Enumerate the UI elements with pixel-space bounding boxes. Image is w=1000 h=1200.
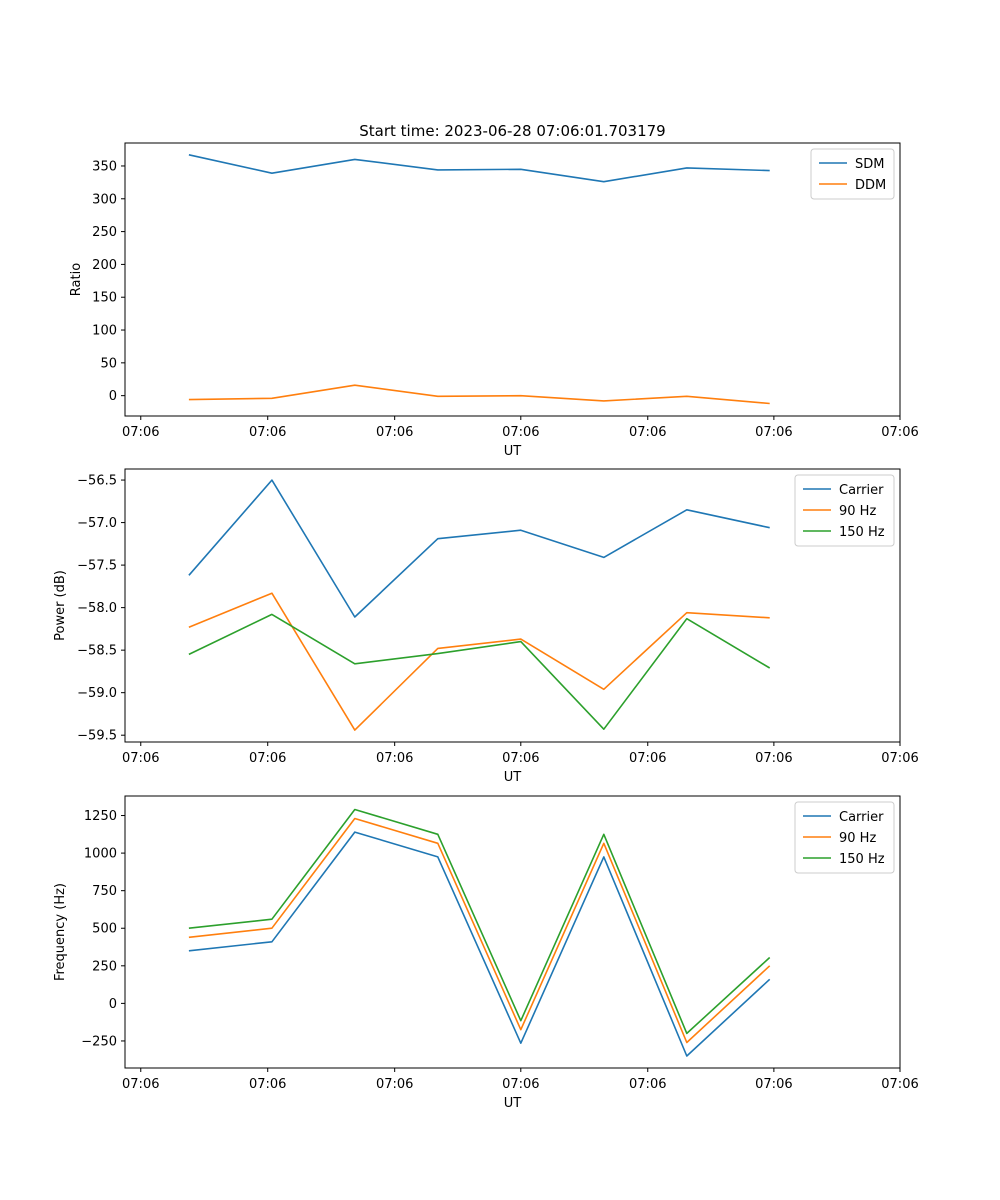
power-legend-label: Carrier: [839, 483, 884, 498]
power-y-tick-label: −58.0: [77, 601, 117, 616]
power-y-axis-label: Power (dB): [53, 570, 68, 641]
frequency-x-tick-label: 07:06: [376, 1077, 413, 1092]
frequency-legend-label: 150 Hz: [839, 852, 885, 867]
ratio-y-tick-label: 150: [92, 291, 117, 306]
ratio-series-line-sdm: [188, 154, 770, 183]
subplot-ratio: 07:06 07:06 07:06 07:06 07:06 07:06 07:06 0 50 10…: [69, 142, 919, 459]
frequency-x-tick-label: 07:06: [249, 1077, 286, 1092]
ratio-legend: [810, 148, 895, 200]
ratio-series-line-ddm: [188, 384, 770, 405]
subplot-power: 07:06 07:06 07:06 07:06 07:06 07:06 07:06 −59.5…: [53, 468, 919, 785]
power-series-line-150-hz: [188, 613, 771, 731]
frequency-x-tick-label: 07:06: [502, 1077, 539, 1092]
frequency-y-tick-label: 0: [109, 997, 117, 1012]
ratio-y-tick-label: 100: [92, 324, 117, 339]
frequency-y-tick-label: 1250: [84, 809, 117, 824]
frequency-x-tick-label: 07:06: [629, 1077, 666, 1092]
frequency-legend-label: 90 Hz: [839, 831, 876, 846]
ratio-x-tick-label: 07:06: [629, 425, 666, 440]
power-x-tick-label: 07:06: [881, 751, 918, 766]
ratio-legend-label: DDM: [855, 178, 886, 193]
power-x-tick-label: 07:06: [376, 751, 413, 766]
power-x-tick-label: 07:06: [629, 751, 666, 766]
ratio-y-tick-label: 250: [92, 225, 117, 240]
frequency-y-tick-label: −250: [81, 1034, 117, 1049]
subplot-frequency: 07:06 07:06 07:06 07:06 07:06 07:06 07:06 −250 0…: [53, 795, 919, 1111]
power-series-line-carrier: [188, 479, 770, 618]
power-y-tick-label: −59.5: [77, 729, 117, 744]
frequency-x-tick-label: 07:06: [881, 1077, 918, 1092]
ratio-x-tick-label: 07:06: [881, 425, 918, 440]
frequency-series-line-90-hz: [188, 817, 771, 1044]
ratio-x-tick-label: 07:06: [249, 425, 286, 440]
figure-title: Start time: 2023-06-28 07:06:01.703179: [359, 122, 665, 140]
power-legend-label: 90 Hz: [839, 504, 876, 519]
ratio-axes-frame: [124, 142, 901, 417]
power-series-line-90-hz: [188, 592, 770, 731]
frequency-y-tick-label: 750: [92, 884, 117, 899]
ratio-x-tick-label: 07:06: [122, 425, 159, 440]
power-x-tick-label: 07:06: [755, 751, 792, 766]
ratio-y-tick-label: 50: [100, 356, 117, 371]
power-y-tick-label: −58.5: [77, 644, 117, 659]
power-legend-label: 150 Hz: [839, 525, 885, 540]
power-x-tick-label: 07:06: [249, 751, 286, 766]
ratio-x-tick-label: 07:06: [376, 425, 413, 440]
frequency-x-tick-label: 07:06: [122, 1077, 159, 1092]
ratio-legend-label: SDM: [855, 157, 884, 172]
power-x-axis-label: UT: [504, 770, 522, 785]
power-y-tick-label: −57.5: [77, 559, 117, 574]
ratio-y-axis-label: Ratio: [69, 263, 84, 296]
frequency-y-tick-label: 250: [92, 959, 117, 974]
frequency-x-tick-label: 07:06: [755, 1077, 792, 1092]
frequency-y-axis-label: Frequency (Hz): [53, 883, 68, 981]
power-y-tick-label: −56.5: [77, 474, 117, 489]
power-x-tick-label: 07:06: [122, 751, 159, 766]
ratio-x-tick-label: 07:06: [755, 425, 792, 440]
frequency-legend: [794, 801, 895, 874]
frequency-series-line-150-hz: [188, 808, 771, 1035]
ratio-x-tick-label: 07:06: [502, 425, 539, 440]
power-y-tick-label: −57.0: [77, 516, 117, 531]
frequency-y-tick-label: 1000: [84, 847, 117, 862]
ratio-y-tick-label: 350: [92, 159, 117, 174]
power-axes-frame: [124, 468, 901, 743]
ratio-y-tick-label: 300: [92, 192, 117, 207]
frequency-axes-frame: [124, 795, 901, 1069]
power-y-tick-label: −59.0: [77, 686, 117, 701]
ratio-y-tick-label: 0: [109, 389, 117, 404]
frequency-legend-label: Carrier: [839, 810, 884, 825]
power-x-tick-label: 07:06: [502, 751, 539, 766]
frequency-series-line-carrier: [188, 831, 771, 1057]
ratio-x-axis-label: UT: [504, 444, 522, 459]
power-legend: [794, 474, 895, 547]
frequency-x-axis-label: UT: [504, 1096, 522, 1111]
frequency-y-tick-label: 500: [92, 922, 117, 937]
ratio-y-tick-label: 200: [92, 258, 117, 273]
